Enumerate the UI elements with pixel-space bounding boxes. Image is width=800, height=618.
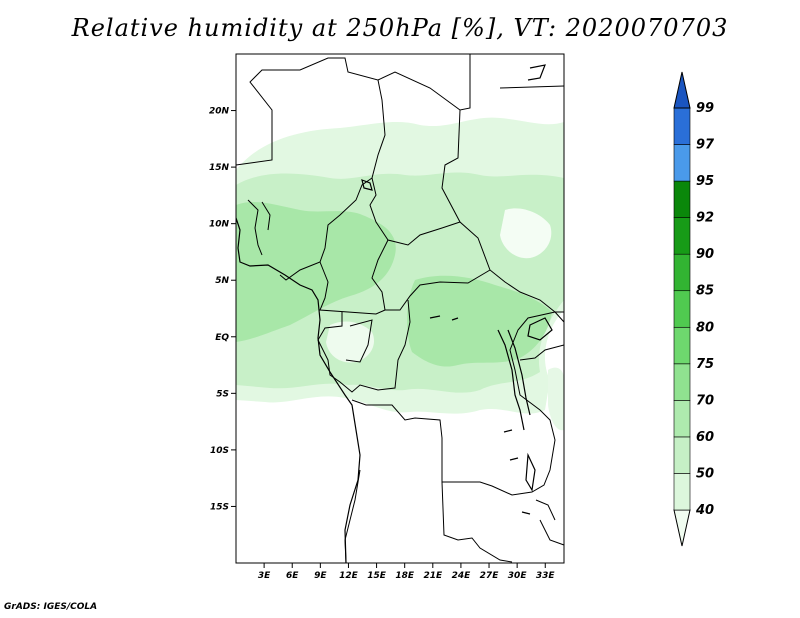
lake-line bbox=[527, 317, 553, 341]
border-line bbox=[377, 54, 471, 111]
coast-line bbox=[235, 217, 361, 564]
humidity-region-dry-patch bbox=[326, 321, 375, 363]
lon-tick-label: 21E bbox=[423, 571, 443, 581]
border-line bbox=[279, 177, 373, 281]
colorbar-label: 75 bbox=[696, 357, 714, 372]
lake-line bbox=[429, 315, 441, 319]
longitude-axis: 3E 6E 9E 12E 15E 18E 21E 24E 27E 30E 33E bbox=[258, 563, 556, 581]
lat-tick-label: 5S bbox=[216, 389, 229, 399]
lat-tick-label: EQ bbox=[215, 333, 229, 343]
coastline bbox=[235, 64, 553, 564]
colorbar: 40 50 60 70 75 80 85 90 92 95 97 99 bbox=[673, 71, 715, 547]
colorbar-label: 85 bbox=[696, 284, 714, 299]
colorbar-label: 80 bbox=[696, 320, 714, 335]
lake-line bbox=[521, 511, 531, 515]
border-line bbox=[535, 499, 556, 521]
lake-line bbox=[361, 179, 373, 191]
lon-tick-label: 12E bbox=[339, 571, 359, 581]
colorbar-label: 60 bbox=[696, 430, 714, 445]
lake-line bbox=[509, 457, 519, 461]
humidity-region-strong-east bbox=[407, 275, 552, 367]
colorbar-segment bbox=[673, 144, 691, 182]
colorbar-upper-extension bbox=[673, 71, 691, 109]
lon-tick-label: 33E bbox=[536, 571, 556, 581]
border-line bbox=[441, 109, 564, 313]
lon-tick-label: 15E bbox=[367, 571, 387, 581]
humidity-region-strong-west bbox=[236, 202, 396, 342]
lon-tick-label: 27E bbox=[480, 571, 500, 581]
border-line bbox=[351, 311, 556, 496]
colorbar-label: 99 bbox=[696, 101, 714, 116]
lon-tick-label: 18E bbox=[395, 571, 415, 581]
border-line bbox=[261, 201, 271, 231]
lake-line bbox=[507, 329, 531, 416]
lat-tick-label: 15S bbox=[210, 502, 229, 512]
border-line bbox=[345, 319, 373, 363]
lon-tick-label: 30E bbox=[508, 571, 528, 581]
country-borders bbox=[235, 54, 565, 564]
border-line bbox=[519, 311, 565, 361]
chart-title: Relative humidity at 250hPa [%], VT: 202… bbox=[71, 14, 729, 42]
lon-tick-label: 6E bbox=[286, 571, 299, 581]
colorbar-lower-extension bbox=[673, 509, 691, 547]
border-line bbox=[371, 239, 491, 311]
lat-tick-label: 10S bbox=[210, 446, 229, 456]
map-panel bbox=[235, 53, 565, 564]
border-line bbox=[499, 85, 565, 89]
colorbar-label: 90 bbox=[696, 247, 714, 262]
colorbar-segment bbox=[673, 217, 691, 255]
border-line bbox=[317, 299, 411, 393]
border-line bbox=[441, 481, 513, 563]
colorbar-segment bbox=[673, 436, 691, 474]
lat-tick-label: 5N bbox=[215, 276, 229, 286]
colorbar-label: 95 bbox=[696, 174, 714, 189]
colorbar-label: 97 bbox=[696, 138, 715, 153]
map-frame bbox=[235, 53, 565, 564]
latitude-axis: 20N 15N 10N 5N EQ 5S 10S 15S bbox=[209, 107, 236, 512]
lake-line bbox=[451, 317, 459, 321]
lon-tick-label: 24E bbox=[452, 571, 472, 581]
colorbar-segment bbox=[673, 290, 691, 328]
lake-line bbox=[497, 329, 525, 431]
humidity-region-ne-patch bbox=[500, 208, 552, 259]
lat-tick-label: 15N bbox=[209, 163, 230, 173]
border-line bbox=[539, 519, 565, 546]
colorbar-label: 40 bbox=[695, 503, 714, 518]
humidity-fill-layer bbox=[236, 117, 564, 431]
lat-tick-label: 10N bbox=[209, 220, 230, 230]
colorbar-segment bbox=[673, 363, 691, 401]
lake-line bbox=[527, 64, 546, 81]
colorbar-segment bbox=[673, 253, 691, 292]
colorbar-segment bbox=[673, 473, 691, 511]
border-line bbox=[247, 199, 263, 256]
lon-tick-label: 3E bbox=[258, 571, 271, 581]
colorbar-segment bbox=[673, 180, 691, 218]
lake-line bbox=[503, 429, 513, 433]
lake-line bbox=[525, 452, 536, 492]
colorbar-label: 50 bbox=[696, 466, 714, 481]
humidity-region-east-coast bbox=[548, 367, 564, 431]
colorbar-segment bbox=[673, 400, 691, 438]
border-line bbox=[235, 57, 386, 179]
colorbar-segment bbox=[673, 326, 691, 365]
border-line bbox=[319, 261, 386, 315]
colorbar-label: 70 bbox=[696, 393, 714, 408]
lat-tick-label: 20N bbox=[209, 107, 230, 117]
colorbar-label: 92 bbox=[696, 211, 714, 226]
credit-text: GrADS: IGES/COLA bbox=[4, 602, 98, 612]
colorbar-segment bbox=[673, 107, 691, 145]
lon-tick-label: 9E bbox=[314, 571, 327, 581]
